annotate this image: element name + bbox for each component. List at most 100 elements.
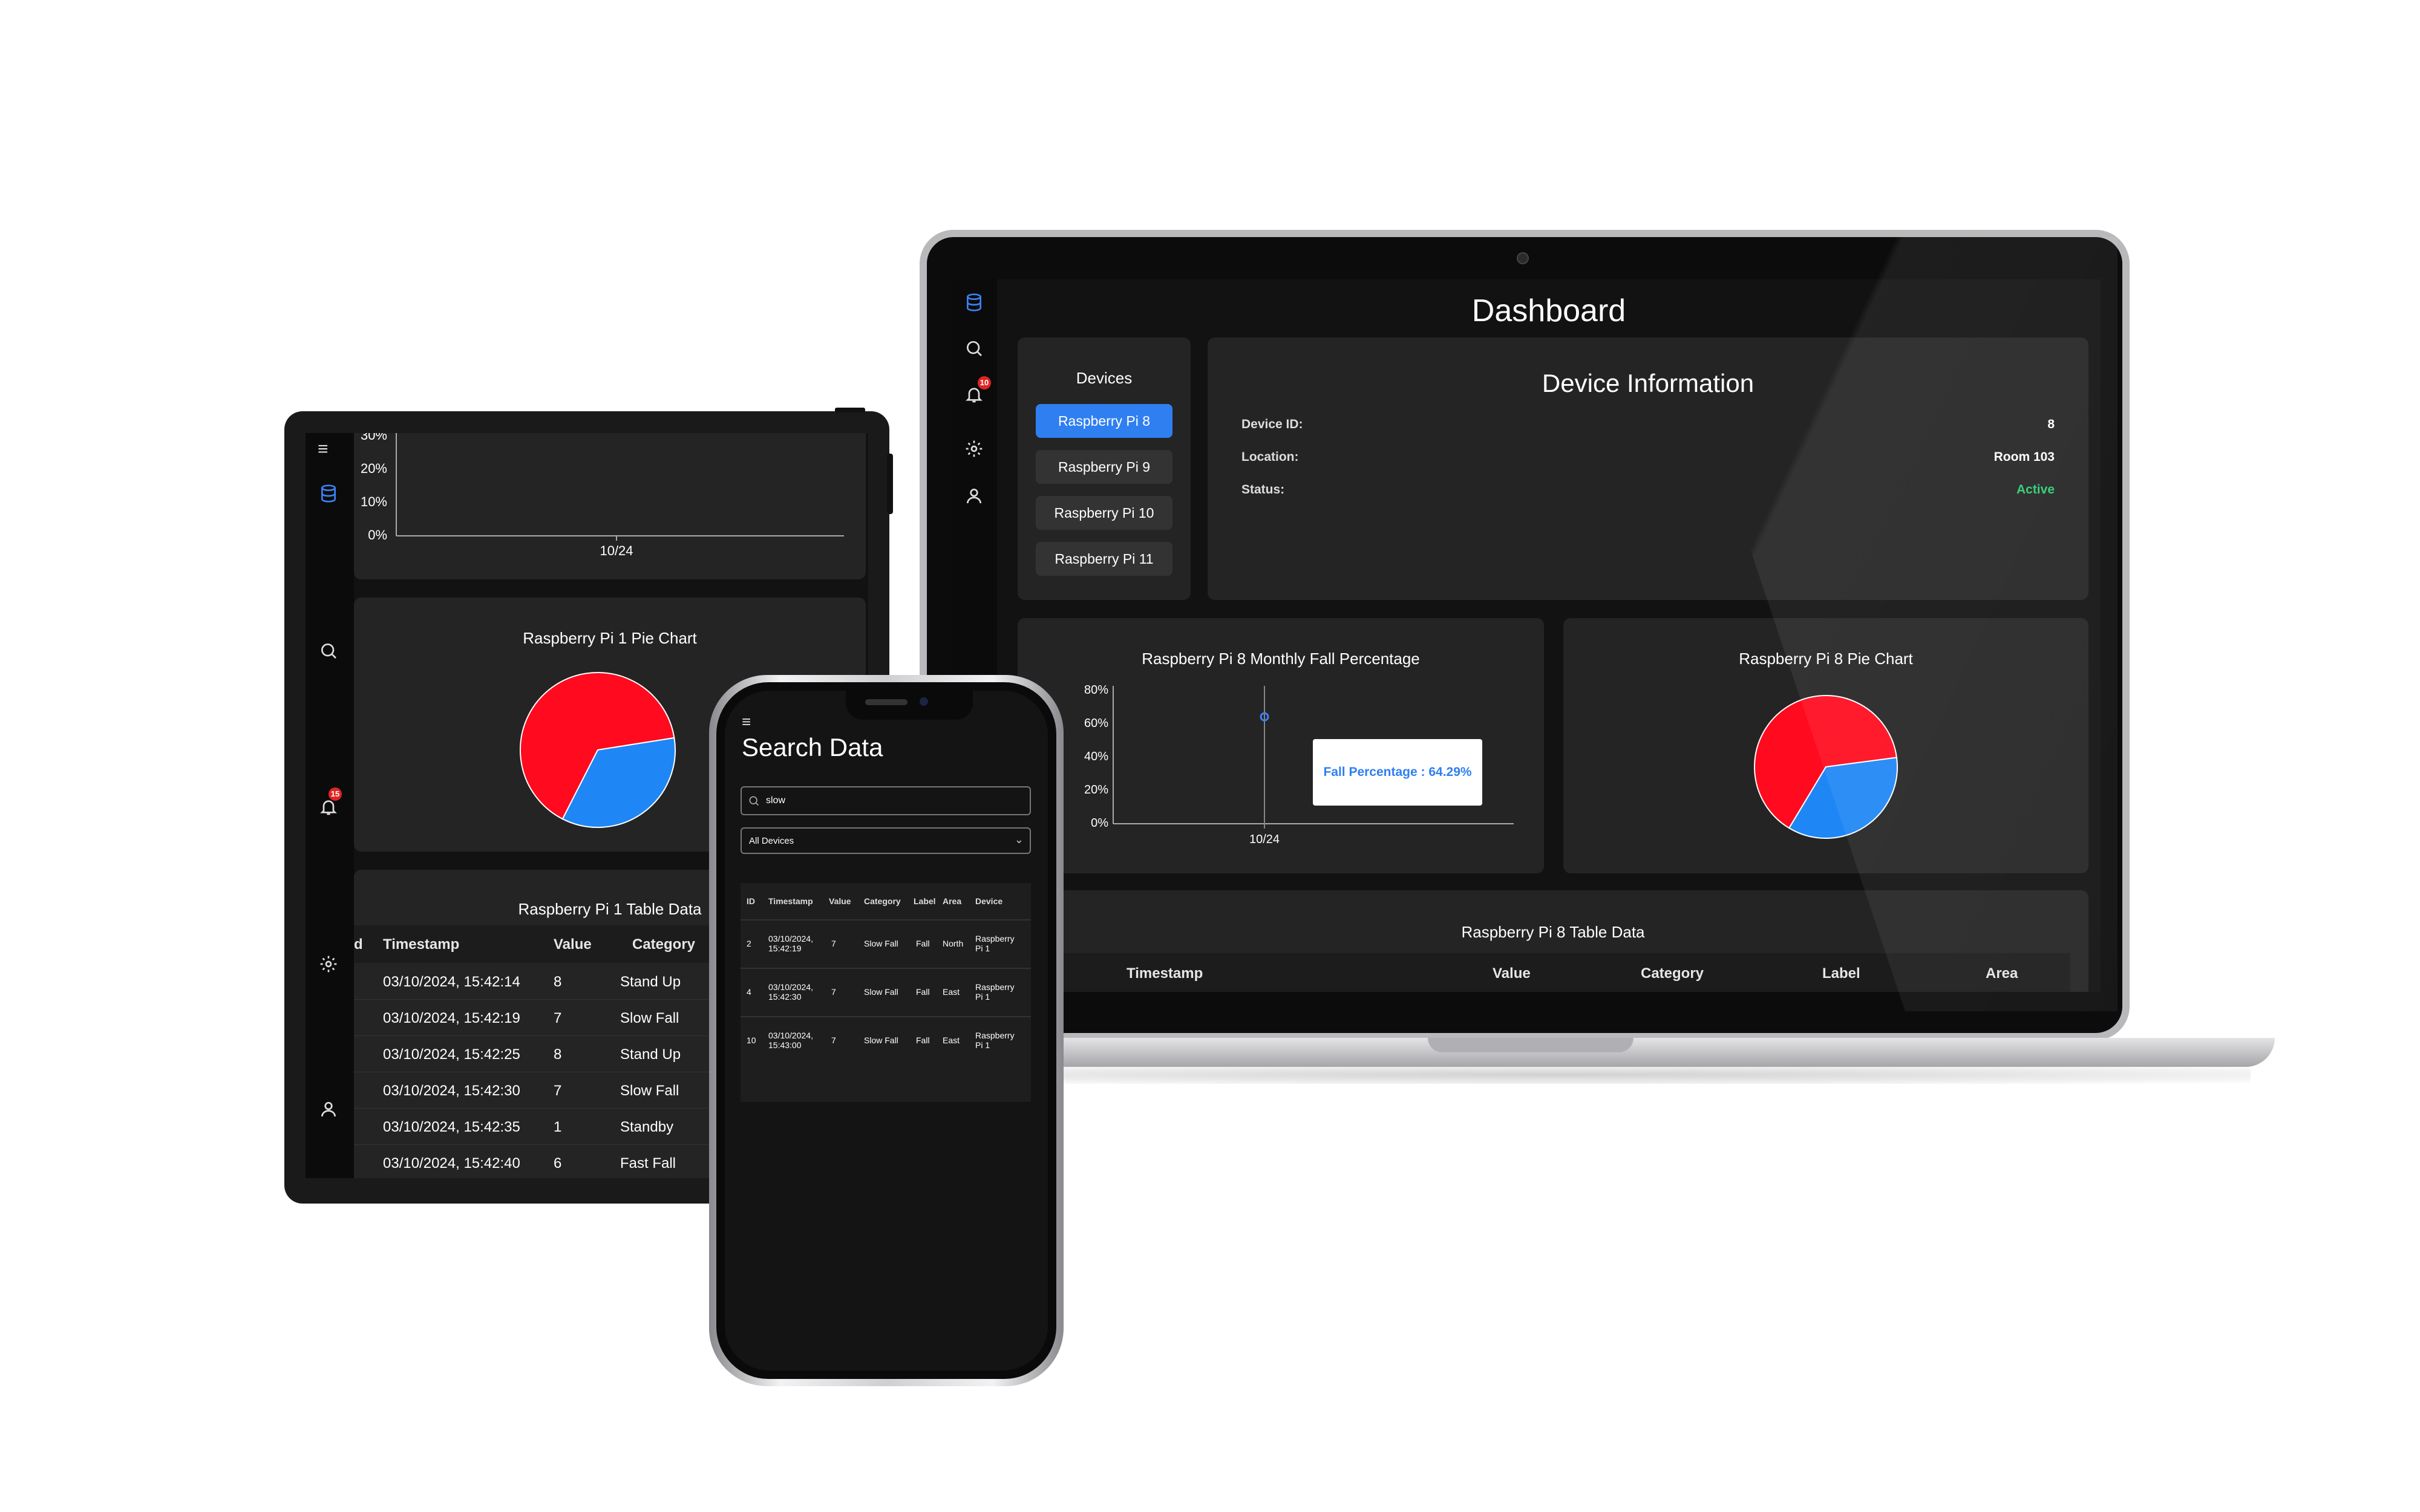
cell-value: 7 (831, 939, 836, 948)
cell-area: North (943, 939, 964, 948)
y-tick-40: 40% (1084, 750, 1108, 763)
device-filter-select[interactable]: All Devices ⌄ (741, 827, 1031, 854)
table-row: 03/10/2024, 15:42:19 7 Slow Fall (354, 999, 866, 1036)
cell-value: 7 (831, 987, 836, 997)
menu-icon[interactable]: ≡ (318, 439, 329, 459)
cell-area: East (943, 1035, 960, 1045)
line-chart: 80% 60% 40% 20% 0% 10/24 (1084, 683, 1514, 846)
device-button-pi9[interactable]: Raspberry Pi 9 (1036, 450, 1172, 484)
cell-id: 2 (747, 939, 751, 948)
th-value: Value (829, 896, 851, 906)
page-title: Dashboard (1471, 293, 1626, 328)
search-icon[interactable] (316, 639, 341, 663)
tablet-side-button (887, 478, 893, 514)
device-button-pi8[interactable]: Raspberry Pi 8 (1036, 404, 1172, 438)
table-row: 10 03/10/2024, 15:43:00 7 Slow Fall Fall East… (741, 1016, 1031, 1066)
menu-icon[interactable]: ≡ (742, 712, 751, 731)
search-icon (749, 796, 759, 806)
devices-title: Devices (1076, 369, 1133, 387)
bell-icon[interactable]: 10 (962, 376, 991, 406)
device-id-value: 8 (2047, 417, 2055, 431)
cell-id: 4 (747, 987, 751, 997)
table-row: 03/10/2024, 15:42:30 7 Slow Fall (354, 1072, 866, 1109)
table-card: Raspberry Pi 8 Table Data Timestamp Valu… (1018, 890, 2088, 992)
y-tick-80: 80% (1084, 683, 1108, 697)
tablet-pie-title: Raspberry Pi 1 Pie Chart (523, 629, 697, 647)
cell-id: 10 (747, 1035, 756, 1045)
cell-timestamp: 03/10/2024, 15:42:19 (768, 934, 813, 953)
user-icon[interactable] (316, 1097, 341, 1121)
y-tick-20: 20% (1084, 783, 1108, 797)
y-tick-20: 20% (361, 461, 387, 476)
cell-label: Fall (916, 939, 930, 948)
database-icon[interactable] (316, 481, 341, 506)
th-timestamp: Timestamp (768, 896, 813, 906)
bell-icon[interactable]: 15 (316, 787, 342, 819)
cell-category: Stand Up (620, 1046, 681, 1063)
pie-slice-1 (561, 737, 676, 828)
search-input[interactable]: slow (741, 786, 1031, 815)
user-icon[interactable] (962, 484, 986, 508)
th-id: ID (747, 896, 755, 906)
cell-category: Slow Fall (864, 987, 898, 997)
table-row: 03/10/2024, 15:42:35 1 Standby (354, 1108, 866, 1145)
tablet-line-chart: 30% 20% 10% 0% 10/24 (361, 433, 844, 558)
page-title: Search Data (742, 733, 883, 761)
cell-timestamp: 03/10/2024, 15:42:14 (383, 974, 520, 990)
chevron-down-icon: ⌄ (1014, 833, 1024, 846)
search-icon[interactable] (962, 336, 986, 360)
line-chart-title: Raspberry Pi 8 Monthly Fall Percentage (1142, 650, 1420, 668)
cell-category: Slow Fall (864, 939, 898, 948)
th-category: Category (864, 896, 901, 906)
pie-chart-title: Raspberry Pi 8 Pie Chart (1739, 650, 1913, 668)
status-label: Status: (1241, 483, 1285, 497)
device-button-pi11[interactable]: Raspberry Pi 11 (1036, 542, 1172, 576)
gear-icon[interactable] (962, 437, 986, 461)
status-value: Active (2016, 483, 2055, 497)
laptop-shadow (871, 1066, 2251, 1084)
cell-timestamp: 03/10/2024, 15:42:30 (768, 982, 813, 1002)
cell-category: Slow Fall (620, 1083, 679, 1099)
table-row: 03/10/2024, 15:42:40 6 Fast Fall (354, 1144, 866, 1178)
tablet-pie-chart (520, 672, 676, 828)
laptop-notch (1428, 1038, 1634, 1052)
cell-timestamp: 03/10/2024, 15:42:35 (383, 1119, 520, 1135)
device-info-title: Device Information (1542, 369, 1754, 397)
cell-category: Standby (620, 1119, 674, 1135)
cell-device: Raspberry Pi 1 (975, 934, 1015, 953)
cell-area: East (943, 987, 960, 997)
device-filter-value: All Devices (749, 836, 794, 846)
notification-badge: 15 (329, 787, 342, 801)
th-label: Label (914, 896, 936, 906)
pie-slice-0 (520, 672, 675, 820)
database-icon[interactable] (962, 290, 986, 314)
th-category: Category (632, 936, 696, 953)
cell-category: Slow Fall (864, 1035, 898, 1045)
cell-device: Raspberry Pi 1 (975, 1031, 1015, 1050)
y-tick-10: 10% (361, 494, 387, 509)
cell-timestamp: 03/10/2024, 15:43:00 (768, 1031, 813, 1050)
devices-card: Devices Raspberry Pi 8 Raspberry Pi 9 Ra… (1018, 337, 1191, 600)
th-timestamp: Timestamp (383, 936, 460, 953)
x-tick: 10/24 (600, 543, 633, 558)
chart-tooltip: Fall Percentage : 64.29% (1313, 739, 1482, 806)
phone-screen: ≡ Search Data slow All Devices ⌄ ID Time… (725, 691, 1048, 1370)
th-timestamp: Timestamp (1127, 965, 1203, 982)
gear-icon[interactable] (316, 952, 341, 976)
search-input-value: slow (766, 795, 786, 806)
cell-value: 1 (554, 1119, 562, 1135)
tablet-top-button (835, 408, 865, 412)
line-chart-card: Raspberry Pi 8 Monthly Fall Percentage 8… (1018, 618, 1544, 873)
laptop-camera (1517, 252, 1529, 264)
th-area: Area (1986, 965, 2018, 982)
th-area: Area (943, 896, 962, 906)
pie-slice-0 (1754, 695, 1898, 829)
phone-camera (920, 697, 928, 706)
th-value: Value (554, 936, 592, 953)
th-device: Device (975, 896, 1003, 906)
device-button-pi10[interactable]: Raspberry Pi 10 (1036, 496, 1172, 530)
location-label: Location: (1241, 450, 1299, 464)
pie-chart (1754, 695, 1898, 839)
pie-slice-1 (1788, 757, 1898, 839)
laptop-screen: 10 Dashboard Devices Raspberry Pi 8 Rasp… (951, 279, 2101, 992)
